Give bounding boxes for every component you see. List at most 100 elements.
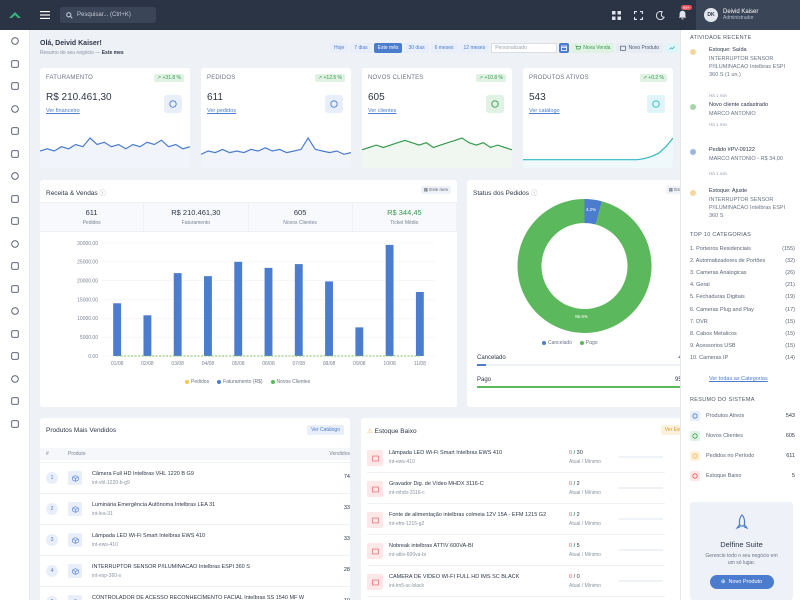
image-icon [371, 579, 379, 585]
new-sale-label: Nova Venda [583, 45, 611, 51]
sidebar-item-11[interactable] [0, 278, 30, 301]
donut-slice-pago[interactable] [517, 199, 652, 333]
legend-item[interactable]: Faturamento (R$) [217, 379, 263, 385]
view-categories-link[interactable]: Ver todas as Categorias [709, 376, 768, 382]
kpi-sparkline [362, 137, 512, 168]
sidebar-item-5[interactable] [0, 143, 30, 166]
new-product-promo-button[interactable]: ⊕ Novo Produto [709, 575, 774, 589]
table-row[interactable]: 5 CONTROLADOR DE ACESSO RECONHECIMENTO FA… [40, 586, 350, 600]
new-sale-button[interactable]: Nova Venda [571, 43, 615, 53]
category-item[interactable]: 7. DVR (15) [690, 319, 795, 325]
legend-item[interactable]: Pedidos [185, 379, 209, 385]
logo[interactable] [0, 0, 30, 30]
revenue-bar[interactable] [173, 273, 182, 356]
sidebar-item-7[interactable] [0, 188, 30, 211]
donut-slice-cancelado[interactable] [584, 199, 602, 225]
custom-period-input[interactable]: Personalizado [491, 43, 558, 53]
kpi-card-3: PRODUTOS ATIVOS ↗ +0.2 % 543 Ver catálogo [523, 68, 673, 168]
table-row[interactable]: 1 Câmera Full HD Intelbras VHL 1220 B G9 i… [40, 462, 350, 493]
category-item[interactable]: 9. Acessorios USB (15) [690, 343, 795, 349]
revenue-bar[interactable] [204, 276, 212, 356]
view-catalog-button[interactable]: Ver Catálogo [307, 425, 344, 435]
table-row[interactable]: 2 Luminária Emergência Autônoma Intelbras… [40, 493, 350, 524]
network-icon [11, 374, 19, 383]
filter-2[interactable]: Este mês [373, 43, 403, 53]
kpi-link[interactable]: Ver clientes [368, 108, 397, 114]
notifications-button[interactable]: 99+ [676, 5, 692, 21]
category-item[interactable]: 8. Cabos Metalicos (15) [690, 331, 795, 337]
sidebar-item-1[interactable] [0, 53, 30, 76]
calendar-icon [561, 45, 568, 51]
stock-thumb [367, 574, 383, 590]
sidebar-item-0[interactable] [0, 30, 30, 53]
list-item[interactable]: CAMERA DE VIDEO WI-FI FULL HD IMS SC BLA… [367, 570, 665, 597]
menu-toggle-button[interactable] [36, 8, 54, 22]
revenue-period-chip[interactable]: ▦ Este mes [420, 186, 451, 194]
revenue-bar[interactable] [415, 291, 424, 356]
stock-product-name: CAMERA DE VIDEO WI-FI FULL HD IMS SC BLA… [389, 574, 520, 580]
legend-dot [270, 379, 275, 384]
view-stock-label: Ver Estoque [664, 427, 692, 433]
sidebar-item-13[interactable] [0, 323, 30, 346]
sidebar-item-2[interactable] [0, 75, 30, 98]
trend-button[interactable] [665, 43, 680, 53]
kpi-link[interactable]: Ver catálogo [529, 108, 560, 114]
category-item[interactable]: 3. Cameras Analogicas (26) [690, 270, 795, 276]
kpi-link[interactable]: Ver financeiro [46, 108, 80, 114]
filter-4[interactable]: 6 meses [430, 43, 458, 53]
legend-item[interactable]: Cancelado [542, 340, 572, 346]
revenue-bar[interactable] [294, 264, 303, 356]
revenue-bar[interactable] [325, 281, 333, 356]
sidebar-item-10[interactable] [0, 255, 30, 278]
category-item[interactable]: 5. Fechaduras Digitais (19) [690, 294, 795, 300]
sidebar-item-3[interactable] [0, 98, 30, 121]
view-stock-button[interactable]: Ver Estoque [660, 425, 696, 435]
list-item[interactable]: Lâmpada LED Wi-Fi Smart Intelbras EWS 41… [367, 446, 665, 473]
sidebar-item-17[interactable] [0, 413, 30, 436]
list-item[interactable]: Fonte de alimentação intelbras colmeia 1… [367, 508, 665, 535]
sidebar-item-6[interactable] [0, 165, 30, 188]
category-item[interactable]: 1. Porteiros Residenciais (155) [690, 246, 795, 252]
filter-5[interactable]: 12 meses [459, 43, 490, 53]
revenue-bar[interactable] [264, 267, 273, 356]
kpi-trend-badge: ↗ +12.5 % [314, 74, 345, 82]
calendar-button[interactable] [559, 43, 570, 53]
revenue-bar[interactable] [385, 244, 394, 356]
search-input[interactable]: Pesquisar... (Ctrl+K) [60, 7, 156, 23]
list-item[interactable]: Gravador Dig. de Vídeo MHDX 3116-C int-mh… [367, 477, 665, 504]
sidebar-item-16[interactable] [0, 390, 30, 413]
revenue-bar[interactable] [113, 303, 122, 356]
sidebar-item-15[interactable] [0, 368, 30, 391]
revenue-bar[interactable] [355, 327, 364, 356]
sidebar-item-4[interactable] [0, 120, 30, 143]
apps-button[interactable] [610, 9, 622, 21]
theme-toggle-button[interactable] [654, 9, 666, 21]
revenue-bar[interactable] [143, 315, 152, 356]
list-item[interactable]: Nobreak intelbras ATTIV 600VA-BI int-atti… [367, 539, 665, 566]
sidebar-item-14[interactable] [0, 345, 30, 368]
product-sold-qty: 33 [343, 505, 350, 511]
table-row[interactable]: 3 Lâmpada LED Wi-Fi Smart Intelbras EWS 4… [40, 524, 350, 555]
user-menu[interactable]: DK Deivid Kaiser Administrador [696, 0, 800, 30]
filter-1[interactable]: 7 dias [350, 43, 372, 53]
category-item[interactable]: 2. Automatizadores de Portões (32) [690, 258, 795, 264]
category-item[interactable]: 10. Cameras IP (14) [690, 355, 795, 361]
category-item[interactable]: 6. Cameras Plug and Play (17) [690, 307, 795, 313]
product-sku: int-lea-31 [92, 511, 113, 517]
fullscreen-button[interactable] [632, 9, 644, 21]
filter-0[interactable]: Hoje [330, 43, 349, 53]
new-product-button[interactable]: Novo Produto [616, 43, 664, 53]
sidebar-item-8[interactable] [0, 210, 30, 233]
category-name: 1. Porteiros Residenciais [690, 246, 751, 252]
rocket-icon [735, 514, 748, 530]
y-tick-label: 25000.00 [77, 260, 98, 266]
legend-item[interactable]: Pago [579, 340, 598, 346]
revenue-bar[interactable] [234, 261, 243, 356]
sidebar-item-12[interactable] [0, 300, 30, 323]
kpi-link[interactable]: Ver pedidos [207, 108, 237, 114]
filter-3[interactable]: 30 dias [404, 43, 429, 53]
table-row[interactable]: 4 INTERRUPTOR SENSOR P/ILUMINACAO Intelbr… [40, 555, 350, 586]
category-item[interactable]: 4. Geral (21) [690, 282, 795, 288]
legend-item[interactable]: Novos Clientes [270, 379, 310, 385]
sidebar-item-9[interactable] [0, 233, 30, 256]
